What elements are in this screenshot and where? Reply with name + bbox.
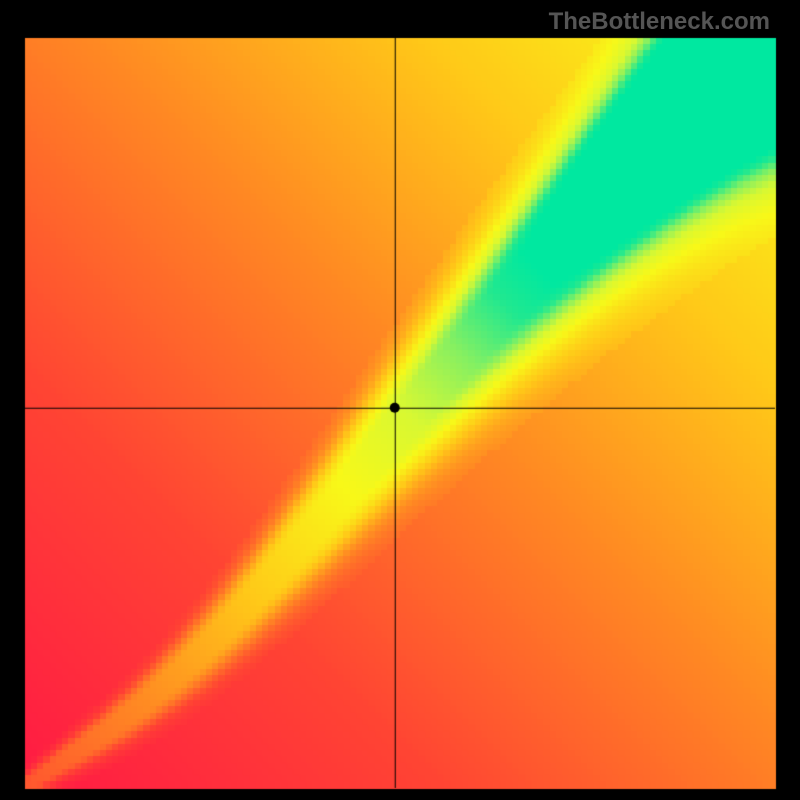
bottleneck-heatmap bbox=[0, 0, 800, 800]
chart-container: TheBottleneck.com bbox=[0, 0, 800, 800]
watermark-text: TheBottleneck.com bbox=[549, 8, 770, 36]
